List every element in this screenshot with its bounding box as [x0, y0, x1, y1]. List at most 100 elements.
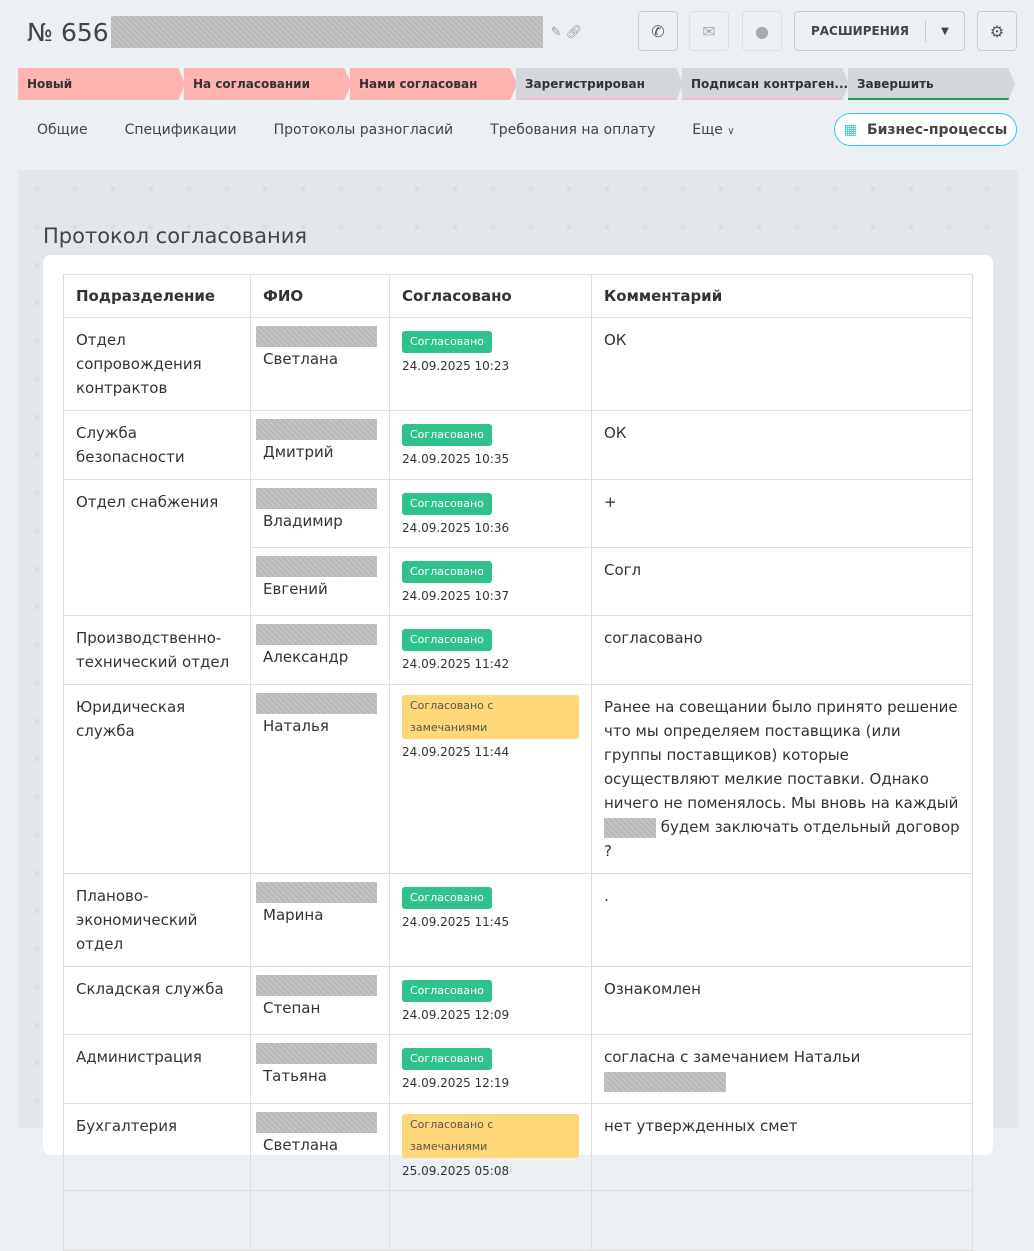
- comment-cell: [591, 1190, 973, 1251]
- redacted-surname: [256, 975, 377, 996]
- extensions-button[interactable]: РАСШИРЕНИЯ ▼: [794, 11, 965, 51]
- stage-4[interactable]: Подписан контраген...: [682, 68, 849, 100]
- dept-cell: Производственно-технический отдел: [63, 615, 251, 685]
- stage-1[interactable]: На согласовании: [184, 68, 351, 100]
- status-cell: Согласовано 24.09.2025 10:23: [389, 317, 592, 411]
- status-cell: Согласовано 24.09.2025 10:37: [389, 547, 592, 616]
- status-cell: Согласовано 24.09.2025 12:09: [389, 966, 592, 1035]
- phone-icon: ✆: [651, 21, 665, 41]
- redacted-text: [604, 817, 656, 838]
- tab-2[interactable]: Протоколы разногласий: [274, 122, 454, 138]
- dept-cell: Отдел снабжения: [63, 479, 251, 616]
- stage-0[interactable]: Новый: [18, 68, 185, 100]
- approval-date: 24.09.2025 10:35: [402, 452, 510, 466]
- table-row: Планово-экономический отдел Марина Согласо…: [63, 873, 973, 967]
- comment-text: Ранее на совещании было принято решение …: [604, 698, 959, 812]
- link-icon[interactable]: 🔗︎: [565, 24, 583, 40]
- comment-text: согласовано: [604, 629, 703, 647]
- approval-table: Подразделение ФИО Согласовано Комментари…: [63, 274, 973, 1251]
- approval-date: 25.09.2025 05:08: [402, 1164, 510, 1178]
- comment-text: Ознакомлен: [604, 980, 701, 998]
- stage-3[interactable]: Зарегистрирован: [516, 68, 683, 100]
- fio-cell: Александр: [250, 615, 390, 685]
- business-processes-button[interactable]: ▦ Бизнес-процессы: [834, 113, 1017, 146]
- tab-1[interactable]: Спецификации: [125, 122, 237, 138]
- dept-cell: Планово-экономический отдел: [63, 873, 251, 967]
- dept-cell: Служба безопасности: [63, 410, 251, 480]
- table-row: Администрация Татьяна Согласовано 24.09.202…: [63, 1034, 973, 1104]
- table-row: Юридическая служба Наталья Согласовано с з…: [63, 684, 973, 874]
- redacted-surname: [256, 419, 377, 440]
- approval-date: 24.09.2025 11:45: [402, 915, 510, 929]
- page-title: № 656 ✎ 🔗︎: [27, 16, 582, 48]
- redacted-title: [110, 16, 543, 48]
- fio-cell: Светлана: [250, 1103, 390, 1191]
- first-name: Марина: [263, 906, 324, 924]
- doc-number: № 656: [27, 17, 109, 47]
- phone-button[interactable]: ✆: [638, 11, 678, 51]
- approval-date: 24.09.2025 11:42: [402, 657, 510, 671]
- mail-button[interactable]: ✉: [689, 11, 729, 51]
- status-badge: Согласовано: [402, 331, 492, 353]
- first-name: Степан: [263, 999, 321, 1017]
- dept-cell: Администрация: [63, 1034, 251, 1104]
- dept-cell: Юридическая служба: [63, 684, 251, 874]
- first-name: Владимир: [263, 512, 343, 530]
- tab-label: Еще: [692, 122, 723, 138]
- first-name: Наталья: [263, 717, 329, 735]
- redacted-surname: [256, 1043, 377, 1064]
- comment-text: нет утвержденных смет: [604, 1117, 798, 1135]
- col-status: Согласовано: [389, 274, 592, 318]
- section-title: Протокол согласования: [43, 224, 308, 248]
- fio-cell: [250, 1190, 390, 1251]
- approval-date: 24.09.2025 12:09: [402, 1008, 510, 1022]
- status-badge: Согласовано: [402, 424, 492, 446]
- table-row: Служба безопасности Дмитрий Согласовано 24.…: [63, 410, 973, 480]
- fio-cell: Марина: [250, 873, 390, 967]
- stage-5[interactable]: Завершить: [848, 68, 1015, 100]
- chevron-down-icon[interactable]: ▼: [941, 25, 949, 37]
- tab-0[interactable]: Общие: [37, 122, 88, 138]
- table-row: [63, 1190, 973, 1251]
- approval-date: 24.09.2025 12:19: [402, 1076, 510, 1090]
- stage-2[interactable]: Нами согласован: [350, 68, 517, 100]
- stage-bar: Новый На согласовании Нами согласован Зарег…: [18, 68, 1015, 100]
- comment-cell: Ознакомлен: [591, 966, 973, 1035]
- first-name: Александр: [263, 648, 349, 666]
- redacted-surname: [256, 1112, 377, 1133]
- settings-button[interactable]: ⚙: [977, 11, 1017, 51]
- edit-icon[interactable]: ✎: [550, 24, 562, 40]
- status-cell: Согласовано с замечаниями 24.09.2025 11:4…: [389, 684, 592, 874]
- comment-cell: +: [591, 479, 973, 548]
- status-badge: Согласовано: [402, 493, 492, 515]
- redacted-surname: [256, 488, 377, 509]
- dept-cell: Бухгалтерия: [63, 1103, 251, 1191]
- status-badge: Согласовано: [402, 561, 492, 583]
- redacted-text: [604, 1071, 726, 1092]
- col-comment: Комментарий: [591, 274, 973, 318]
- status-badge: Согласовано: [402, 980, 492, 1002]
- chat-button[interactable]: ●: [742, 11, 782, 51]
- table-row: Отдел сопровождения контрактов Светлана Со…: [63, 317, 973, 411]
- tab-3[interactable]: Требования на оплату: [490, 122, 655, 138]
- table-row: Складская служба Степан Согласовано 24.09.2…: [63, 966, 973, 1035]
- fio-cell: Татьяна: [250, 1034, 390, 1104]
- comment-cell: согласовано: [591, 615, 973, 685]
- approval-date: 24.09.2025 11:44: [402, 745, 510, 759]
- tab-label: Протоколы разногласий: [273, 122, 454, 138]
- status-cell: Согласовано 24.09.2025 11:42: [389, 615, 592, 685]
- col-dept: Подразделение: [63, 274, 251, 318]
- tab-label: Общие: [37, 122, 88, 138]
- comment-cell: Ранее на совещании было принято решение …: [591, 684, 973, 874]
- tab-label: Спецификации: [124, 122, 237, 138]
- fio-cell: Дмитрий: [250, 410, 390, 480]
- mail-icon: ✉: [702, 21, 716, 41]
- comment-cell: согласна с замечанием Натальи: [591, 1034, 973, 1104]
- flowchart-icon: ▦: [843, 121, 857, 138]
- tab-4[interactable]: Еще ∨: [692, 122, 734, 138]
- fio-cell: Наталья: [250, 684, 390, 874]
- dept-cell: Складская служба: [63, 966, 251, 1035]
- redacted-surname: [256, 693, 377, 714]
- chat-icon: ●: [755, 21, 769, 41]
- status-cell: Согласовано 24.09.2025 10:35: [389, 410, 592, 480]
